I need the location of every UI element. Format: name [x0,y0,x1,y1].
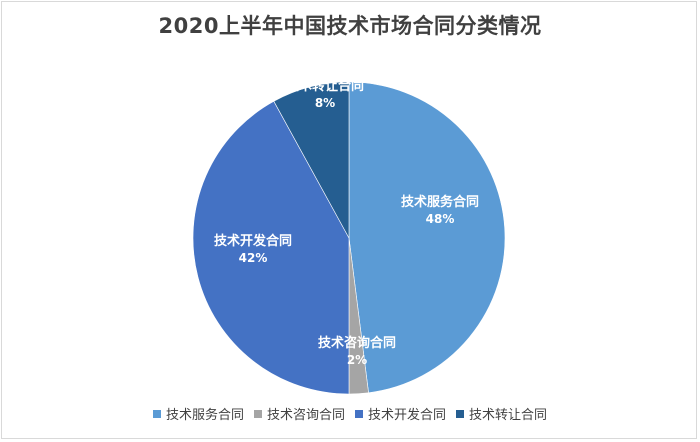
legend-item: 技术转让合同 [456,404,547,423]
legend-swatch [355,409,363,418]
legend-item: 技术咨询合同 [253,404,345,423]
pie-slice [192,100,350,395]
slice-category-label: 技术服务合同 [401,194,479,210]
legend-label: 技术咨询合同 [266,408,345,423]
slice-category-label: 技术转让合同 [286,78,364,94]
pie-slice [273,81,350,239]
legend-swatch [253,409,262,418]
chart-title: 2020上半年中国技术市场合同分类情况 [158,14,542,38]
legend-item: 技术开发合同 [355,404,446,423]
legend-swatch [152,409,161,418]
slice-value-label: 48% [426,212,455,226]
slice-value-label: 2% [347,353,367,367]
slice-category-label: 技术咨询合同 [318,335,396,351]
legend-label: 技术开发合同 [368,408,447,423]
slice-value-label: 42% [239,251,268,265]
legend-label: 技术转让合同 [469,408,548,423]
pie-data-labels: 技术服务合同 48% 技术咨询合同 2% 技术开发合同 42% 技术转让合同 8% [214,78,479,367]
legend-swatch [456,409,465,418]
pie-slice [348,81,506,394]
legend-item: 技术服务合同 [152,404,244,423]
pie-slices [192,81,506,395]
slice-value-label: 8% [315,96,335,110]
legend-label: 技术服务合同 [165,408,244,423]
slice-category-label: 技术开发合同 [214,233,292,249]
chart-legend: 技术服务合同 技术咨询合同 技术开发合同 技术转让合同 [0,404,700,423]
